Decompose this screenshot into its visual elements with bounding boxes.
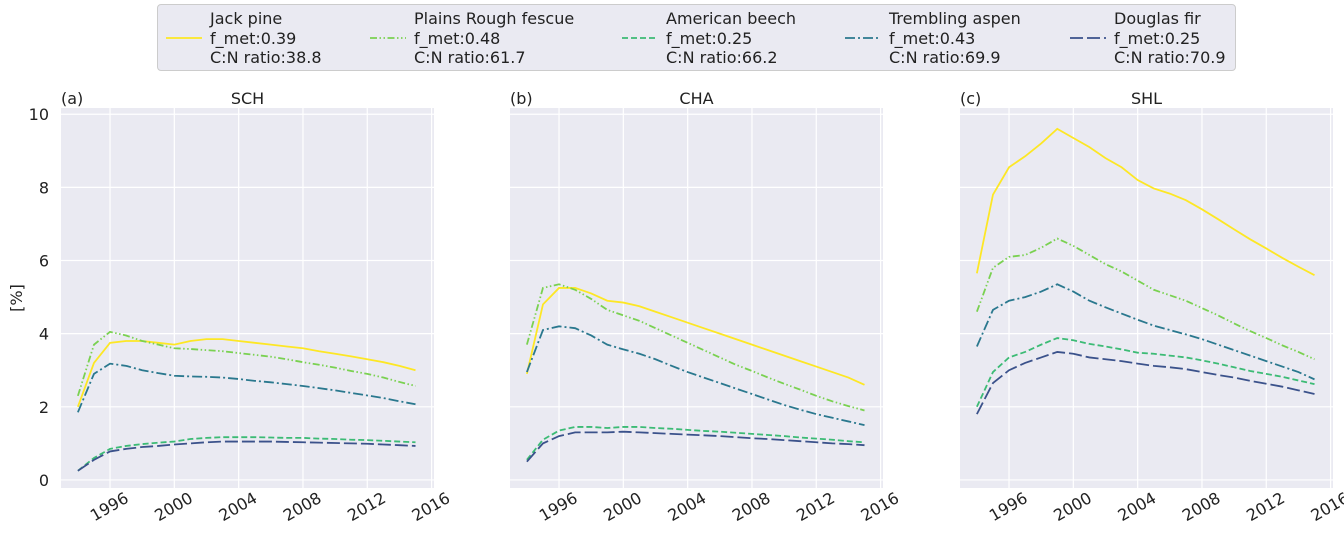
panel-title: CHA: [679, 89, 713, 108]
y-tick-label: 10: [29, 105, 49, 124]
series-line: [526, 287, 865, 386]
x-tick-label: 2012: [1243, 488, 1288, 525]
x-tick-label: 2000: [600, 488, 645, 525]
series-line: [526, 426, 865, 461]
x-tick-label: 2008: [280, 488, 325, 525]
series-line: [77, 436, 416, 472]
legend: Jack pine f_met:0.39 C:N ratio:38.8 Plain…: [157, 4, 1236, 71]
series-line: [976, 337, 1315, 408]
series-line: [77, 330, 416, 397]
y-tick-label: 2: [39, 398, 49, 417]
x-tick-label: 2000: [151, 488, 196, 525]
x-tick-label: 2016: [1307, 488, 1344, 525]
series-line: [976, 283, 1315, 381]
x-tick-label: 2008: [729, 488, 774, 525]
series-line: [976, 351, 1315, 415]
y-tick-label: 0: [39, 471, 49, 490]
panel-label: (a): [61, 89, 83, 108]
y-tick-label: 4: [39, 325, 49, 344]
x-tick-label: 1996: [87, 488, 132, 525]
panel-title: SHL: [1131, 89, 1162, 108]
panel-label: (b): [510, 89, 533, 108]
x-tick-label: 2000: [1050, 488, 1095, 525]
y-tick-label: 8: [39, 178, 49, 197]
x-tick-label: 2004: [216, 488, 261, 525]
series-line: [975, 127, 1315, 276]
legend-handle: [1070, 37, 1106, 39]
y-axis-label: [%]: [7, 284, 26, 312]
x-tick-label: 2016: [857, 488, 902, 525]
series-line: [526, 283, 865, 412]
legend-handle: [845, 37, 881, 39]
legend-label: American beech f_met:0.25 C:N ratio:66.2: [666, 9, 797, 67]
legend-label: Trembling aspen f_met:0.43 C:N ratio:69.…: [889, 9, 1021, 67]
series-line: [526, 325, 865, 426]
panel-title: SCH: [231, 89, 264, 108]
legend-handle: [622, 37, 658, 39]
legend-label: Jack pine f_met:0.39 C:N ratio:38.8: [210, 9, 322, 67]
y-tick-label: 6: [39, 252, 49, 271]
x-tick-label: 1996: [536, 488, 581, 525]
legend-handle: [370, 37, 406, 39]
plot-area: [510, 108, 883, 488]
x-tick-label: 2004: [665, 488, 710, 525]
panel-label: (c): [960, 89, 981, 108]
x-tick-label: 2008: [1179, 488, 1224, 525]
series-line: [976, 237, 1315, 361]
legend-label: Douglas fir f_met:0.25 C:N ratio:70.9: [1114, 9, 1226, 67]
x-tick-label: 2012: [344, 488, 389, 525]
x-tick-label: 2012: [793, 488, 838, 525]
series-line: [526, 430, 865, 463]
plot-area: [960, 108, 1333, 488]
legend-label: Plains Rough fescue f_met:0.48 C:N ratio…: [414, 9, 575, 67]
legend-handle: [166, 37, 202, 39]
x-tick-label: 2004: [1115, 488, 1160, 525]
series-line: [77, 362, 416, 413]
x-tick-label: 2016: [408, 488, 453, 525]
x-tick-label: 1996: [986, 488, 1031, 525]
series-line: [77, 440, 416, 472]
series-line: [77, 338, 416, 408]
plot-area: [61, 108, 434, 488]
